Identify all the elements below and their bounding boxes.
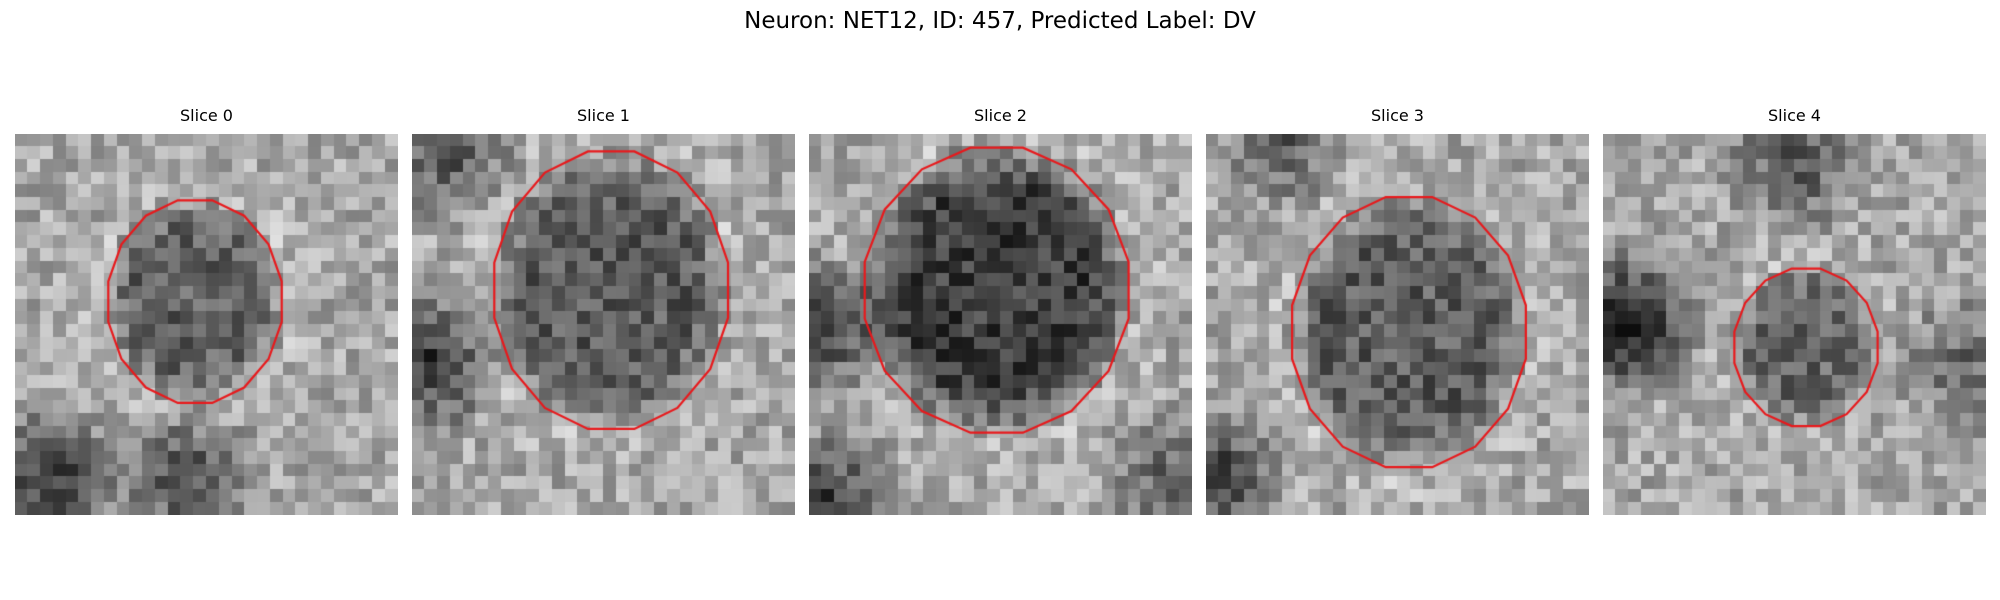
slice-title-3: Slice 3 [1371, 106, 1424, 125]
slice-title-4: Slice 4 [1768, 106, 1821, 125]
slice-title-2: Slice 2 [974, 106, 1027, 125]
slice-image-2 [809, 134, 1192, 515]
slice-panel-2: Slice 2 [809, 106, 1192, 515]
slice-image-1 [412, 134, 795, 515]
slice-panel-4: Slice 4 [1603, 106, 1986, 515]
slice-image-4 [1603, 134, 1986, 515]
slice-panel-0: Slice 0 [15, 106, 398, 515]
slice-title-0: Slice 0 [180, 106, 233, 125]
slice-panel-1: Slice 1 [412, 106, 795, 515]
slice-image-0 [15, 134, 398, 515]
slice-panel-3: Slice 3 [1206, 106, 1589, 515]
slice-title-1: Slice 1 [577, 106, 630, 125]
figure-title: Neuron: NET12, ID: 457, Predicted Label:… [744, 8, 1256, 34]
slice-image-3 [1206, 134, 1589, 515]
